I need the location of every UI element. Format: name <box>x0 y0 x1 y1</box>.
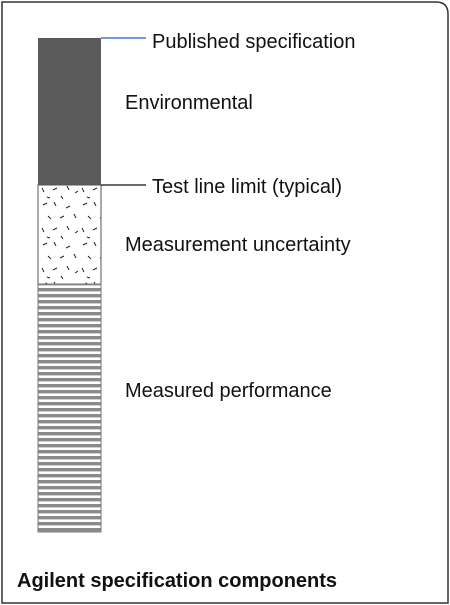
environmental-block <box>38 38 101 185</box>
callout-label: Published specification <box>152 31 355 53</box>
callout-label: Test line limit (typical) <box>152 176 342 198</box>
performance-block <box>37 283 102 533</box>
uncertainty-block <box>37 184 102 285</box>
region-label: Environmental <box>125 92 253 114</box>
region-label: Measurement uncertainty <box>125 234 351 256</box>
caption: Agilent specification components <box>17 570 337 592</box>
region-label: Measured performance <box>125 380 332 402</box>
